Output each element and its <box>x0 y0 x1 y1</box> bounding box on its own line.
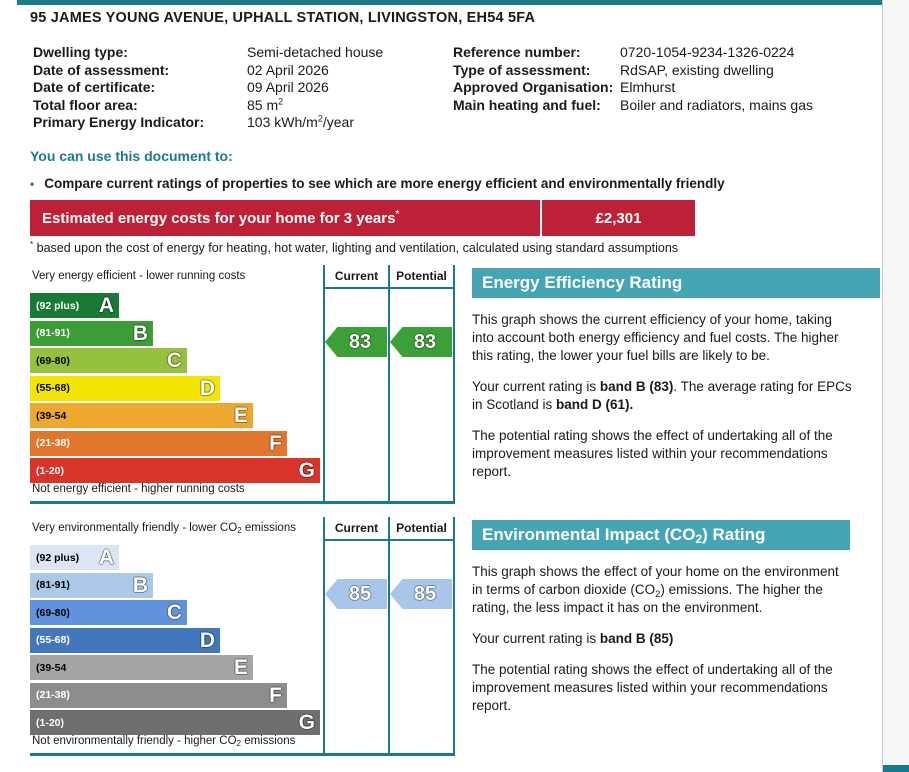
page-top-rule <box>17 0 882 5</box>
co2-chart-bottom-label: Not environmentally friendly - higher CO… <box>32 735 296 749</box>
co2-band-c: (69-80) C <box>30 600 187 625</box>
epc-band-g: (1-20) G <box>30 458 320 483</box>
energy-panel-paragraph-1: This graph shows the current efficiency … <box>472 312 839 363</box>
cost-footnote: * based upon the cost of energy for heat… <box>30 239 679 255</box>
co2-impact-chart: Very environmentally friendly - lower CO… <box>30 517 455 756</box>
page-right-margin <box>882 0 909 772</box>
detail-label: Dwelling type: <box>33 44 128 60</box>
detail-value: Elmhurst <box>620 79 676 95</box>
detail-row: Dwelling type: Semi-detached house <box>33 44 433 62</box>
detail-label: Primary Energy Indicator: <box>33 114 205 130</box>
co2-band-f: (21-38) F <box>30 682 287 708</box>
document-use-heading: You can use this document to: <box>30 148 233 164</box>
chart-divider <box>323 517 325 756</box>
co2-chart-top-label: Very environmentally friendly - lower CO… <box>32 522 296 536</box>
co2-band-g: (1-20) G <box>30 710 320 735</box>
potential-column-header: Potential <box>396 269 447 283</box>
energy-panel-paragraph-2: Your current rating is band B (83). The … <box>472 379 852 412</box>
detail-row: Date of certificate: 09 April 2026 <box>33 79 433 97</box>
detail-row: Primary Energy Indicator: 103 kWh/m2/yea… <box>33 114 433 132</box>
detail-value: 103 kWh/m2/year <box>247 113 354 130</box>
detail-label: Date of certificate: <box>33 79 156 95</box>
energy-cost-amount: £2,301 <box>595 209 642 227</box>
current-rating-arrow: 85 <box>325 579 387 609</box>
co2-panel-paragraph-1: This graph shows the effect of your home… <box>472 564 839 615</box>
next-page-top-rule <box>883 765 909 772</box>
detail-value: 0720-1054-9234-1326-0224 <box>620 44 795 60</box>
chart-bottom-rule <box>30 501 455 504</box>
detail-label: Approved Organisation: <box>453 79 614 95</box>
chart-divider <box>388 265 390 504</box>
document-use-bullet: • Compare current ratings of properties t… <box>30 176 725 191</box>
potential-column-header: Potential <box>396 521 447 535</box>
detail-value: 02 April 2026 <box>247 61 329 78</box>
energy-panel-title: Energy Efficiency Rating <box>472 268 880 298</box>
current-column-header: Current <box>334 269 379 283</box>
epc-band-b: (81-91) B <box>30 320 153 346</box>
chart-bottom-rule <box>30 753 455 756</box>
detail-label: Reference number: <box>453 44 581 60</box>
co2-band-b: (81-91) B <box>30 572 153 598</box>
co2-panel-paragraph-2: Your current rating is band B (85) <box>472 631 674 646</box>
co2-band-scale: (92 plus) A (81-91) B (69-80) C (55-68) D (3… <box>30 545 320 735</box>
chart-divider <box>388 517 390 756</box>
co2-band-d: (55-68) D <box>30 627 220 653</box>
epc-band-e: (39-54 E <box>30 403 253 428</box>
chart-divider <box>323 265 325 504</box>
detail-row: Total floor area: 85 m2 <box>33 95 433 115</box>
epc-band-c: (69-80) C <box>30 348 187 373</box>
details-left-column: Dwelling type: Semi-detached house Date … <box>33 44 433 132</box>
epc-band-a: (92 plus) A <box>30 293 119 318</box>
energy-cost-banner: Estimated energy costs for your home for… <box>30 200 695 236</box>
co2-band-e: (39-54 E <box>30 655 253 680</box>
bullet-text: Compare current ratings of properties to… <box>44 176 725 191</box>
chart-divider <box>453 265 455 504</box>
detail-value: RdSAP, existing dwelling <box>620 61 774 78</box>
energy-cost-label: Estimated energy costs for your home for… <box>30 200 542 236</box>
co2-band-a: (92 plus) A <box>30 545 119 570</box>
co2-panel-title: Environmental Impact (CO 2) Rating <box>472 520 850 550</box>
detail-row: Main heating and fuel: Boiler and radiat… <box>453 97 878 115</box>
energy-chart-bottom-label: Not energy efficient - higher running co… <box>32 483 245 495</box>
detail-value: Semi-detached house <box>247 44 384 60</box>
detail-value: Boiler and radiators, mains gas <box>620 96 813 113</box>
co2-rating-panel: Environmental Impact (CO 2) Rating This g… <box>472 520 881 715</box>
detail-label: Date of assessment: <box>33 61 170 78</box>
detail-row: Date of assessment: 02 April 2026 <box>33 62 433 80</box>
detail-value: 85 m2 <box>247 95 284 113</box>
detail-label: Main heating and fuel: <box>453 96 601 113</box>
energy-efficiency-chart: Very energy efficient - lower running co… <box>30 265 455 504</box>
energy-efficiency-panel: Energy Efficiency Rating This graph show… <box>472 268 881 481</box>
chart-header-rule <box>323 287 455 289</box>
epc-band-f: (21-38) F <box>30 430 287 456</box>
bullet-icon: • <box>30 177 35 191</box>
detail-row: Reference number: 0720-1054-9234-1326-02… <box>453 44 878 62</box>
potential-rating-arrow: 85 <box>390 579 452 609</box>
current-rating-arrow: 83 <box>325 327 387 357</box>
property-address: 95 JAMES YOUNG AVENUE, UPHALL STATION, L… <box>30 10 536 26</box>
current-column-header: Current <box>334 521 379 535</box>
chart-header-rule <box>323 539 455 541</box>
detail-label: Total floor area: <box>33 96 138 113</box>
potential-rating-arrow: 83 <box>390 327 452 357</box>
detail-row: Approved Organisation: Elmhurst <box>453 79 878 97</box>
detail-label: Type of assessment: <box>453 61 591 78</box>
details-right-column: Reference number: 0720-1054-9234-1326-02… <box>453 44 878 114</box>
co2-panel-paragraph-3: The potential rating shows the effect of… <box>472 662 833 713</box>
detail-row: Type of assessment: RdSAP, existing dwel… <box>453 62 878 80</box>
energy-band-scale: (92 plus) A (81-91) B (69-80) C (55-68) D (3… <box>30 293 320 483</box>
detail-value: 09 April 2026 <box>247 79 329 95</box>
epc-band-d: (55-68) D <box>30 375 220 401</box>
chart-divider <box>453 517 455 756</box>
energy-panel-paragraph-3: The potential rating shows the effect of… <box>472 428 833 479</box>
energy-chart-top-label: Very energy efficient - lower running co… <box>32 270 246 282</box>
